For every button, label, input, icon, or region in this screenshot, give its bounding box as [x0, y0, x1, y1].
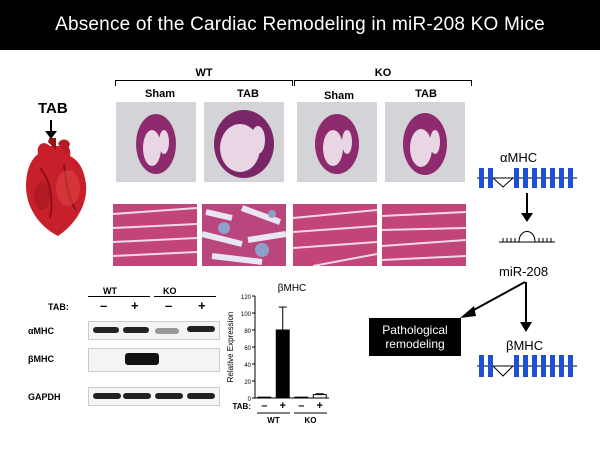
band — [155, 393, 183, 399]
heart-section-ko-sham — [297, 102, 377, 182]
blot-group-wt: WT — [103, 286, 117, 296]
band — [187, 393, 215, 399]
x-row-label: TAB: — [232, 402, 251, 411]
blot-group-ko: KO — [163, 286, 177, 296]
heart-tab-label: TAB — [38, 100, 68, 117]
x-sign-label: – — [298, 400, 304, 412]
histology-wt-sham — [113, 204, 197, 266]
blot-row-label-alpha-mhc: αMHC — [28, 326, 55, 336]
blot-row-label-gapdh: GAPDH — [28, 392, 61, 402]
x-sign-label: + — [317, 400, 323, 412]
band — [93, 327, 119, 333]
group-label-ko: KO — [374, 67, 392, 79]
bar — [294, 396, 309, 399]
histology-wt-tab — [202, 204, 286, 266]
column-label-ko-sham: Sham — [324, 90, 354, 102]
y-tick-label: 0 — [248, 397, 252, 403]
western-blot: WT KO TAB: – + – + αMHC βMHC GAPDH — [28, 286, 220, 406]
down-arrow-icon — [521, 193, 533, 222]
blot-sign-wt-sham: – — [100, 298, 108, 313]
group-label-wt: WT — [195, 67, 213, 79]
histology-ko-tab — [382, 204, 466, 266]
blot-sign-ko-sham: – — [165, 298, 173, 313]
blot-strip-beta-mhc — [88, 348, 220, 372]
slide-title: Absence of the Cardiac Remodeling in miR… — [0, 0, 600, 50]
column-label-wt-tab: TAB — [237, 88, 259, 100]
band — [123, 327, 149, 333]
heart-illustration: TAB — [18, 100, 118, 240]
pathway-arrows — [460, 281, 532, 332]
heart-section-ko-tab — [385, 102, 465, 182]
x-group-label: KO — [305, 416, 317, 425]
x-sign-label: + — [280, 400, 286, 412]
band — [125, 353, 159, 365]
blot-row-label-beta-mhc: βMHC — [28, 354, 54, 364]
beta-mhc-gene-icon — [477, 355, 577, 377]
y-tick-label: 100 — [241, 312, 252, 318]
blot-tab-label: TAB: — [48, 302, 69, 312]
heart-section-wt-sham — [116, 102, 196, 182]
blot-strip-gapdh — [88, 387, 220, 406]
y-tick-label: 120 — [241, 295, 252, 301]
bar — [275, 329, 290, 399]
group-bracket-ko — [294, 80, 472, 86]
band — [155, 328, 179, 334]
band — [93, 393, 121, 399]
chart-title: βMHC — [278, 283, 307, 294]
heart-icon — [26, 138, 87, 236]
x-sign-label: – — [261, 400, 267, 412]
pathway-alpha-mhc-label: αMHC — [500, 150, 538, 165]
y-tick-label: 60 — [244, 346, 251, 352]
y-tick-label: 40 — [244, 363, 251, 369]
band — [123, 393, 151, 399]
pathological-remodeling-box: Pathological remodeling — [369, 318, 461, 356]
column-label-wt-sham: Sham — [145, 88, 175, 100]
blot-bracket-wt — [88, 296, 150, 297]
pathway-mir-label: miR-208 — [499, 264, 549, 279]
blot-sign-ko-tab: + — [198, 298, 206, 313]
group-bracket-wt — [115, 80, 293, 86]
alpha-mhc-gene-icon — [477, 168, 577, 188]
down-arrow-icon — [45, 120, 57, 139]
blot-bracket-ko — [154, 296, 216, 297]
blot-strip-alpha-mhc — [88, 321, 220, 340]
band — [187, 326, 215, 332]
bar — [257, 396, 272, 399]
y-tick-label: 80 — [244, 329, 251, 335]
pathway-beta-mhc-label: βMHC — [506, 338, 544, 353]
y-tick-label: 20 — [244, 380, 251, 386]
column-label-ko-tab: TAB — [415, 88, 437, 100]
x-group-label: WT — [267, 416, 280, 425]
histology-ko-sham — [293, 204, 377, 266]
blot-sign-wt-tab: + — [131, 298, 139, 313]
y-axis-label: Relative Expression — [226, 312, 235, 383]
hairpin-icon — [499, 231, 555, 243]
heart-section-wt-tab — [204, 102, 284, 182]
bar — [312, 394, 327, 399]
